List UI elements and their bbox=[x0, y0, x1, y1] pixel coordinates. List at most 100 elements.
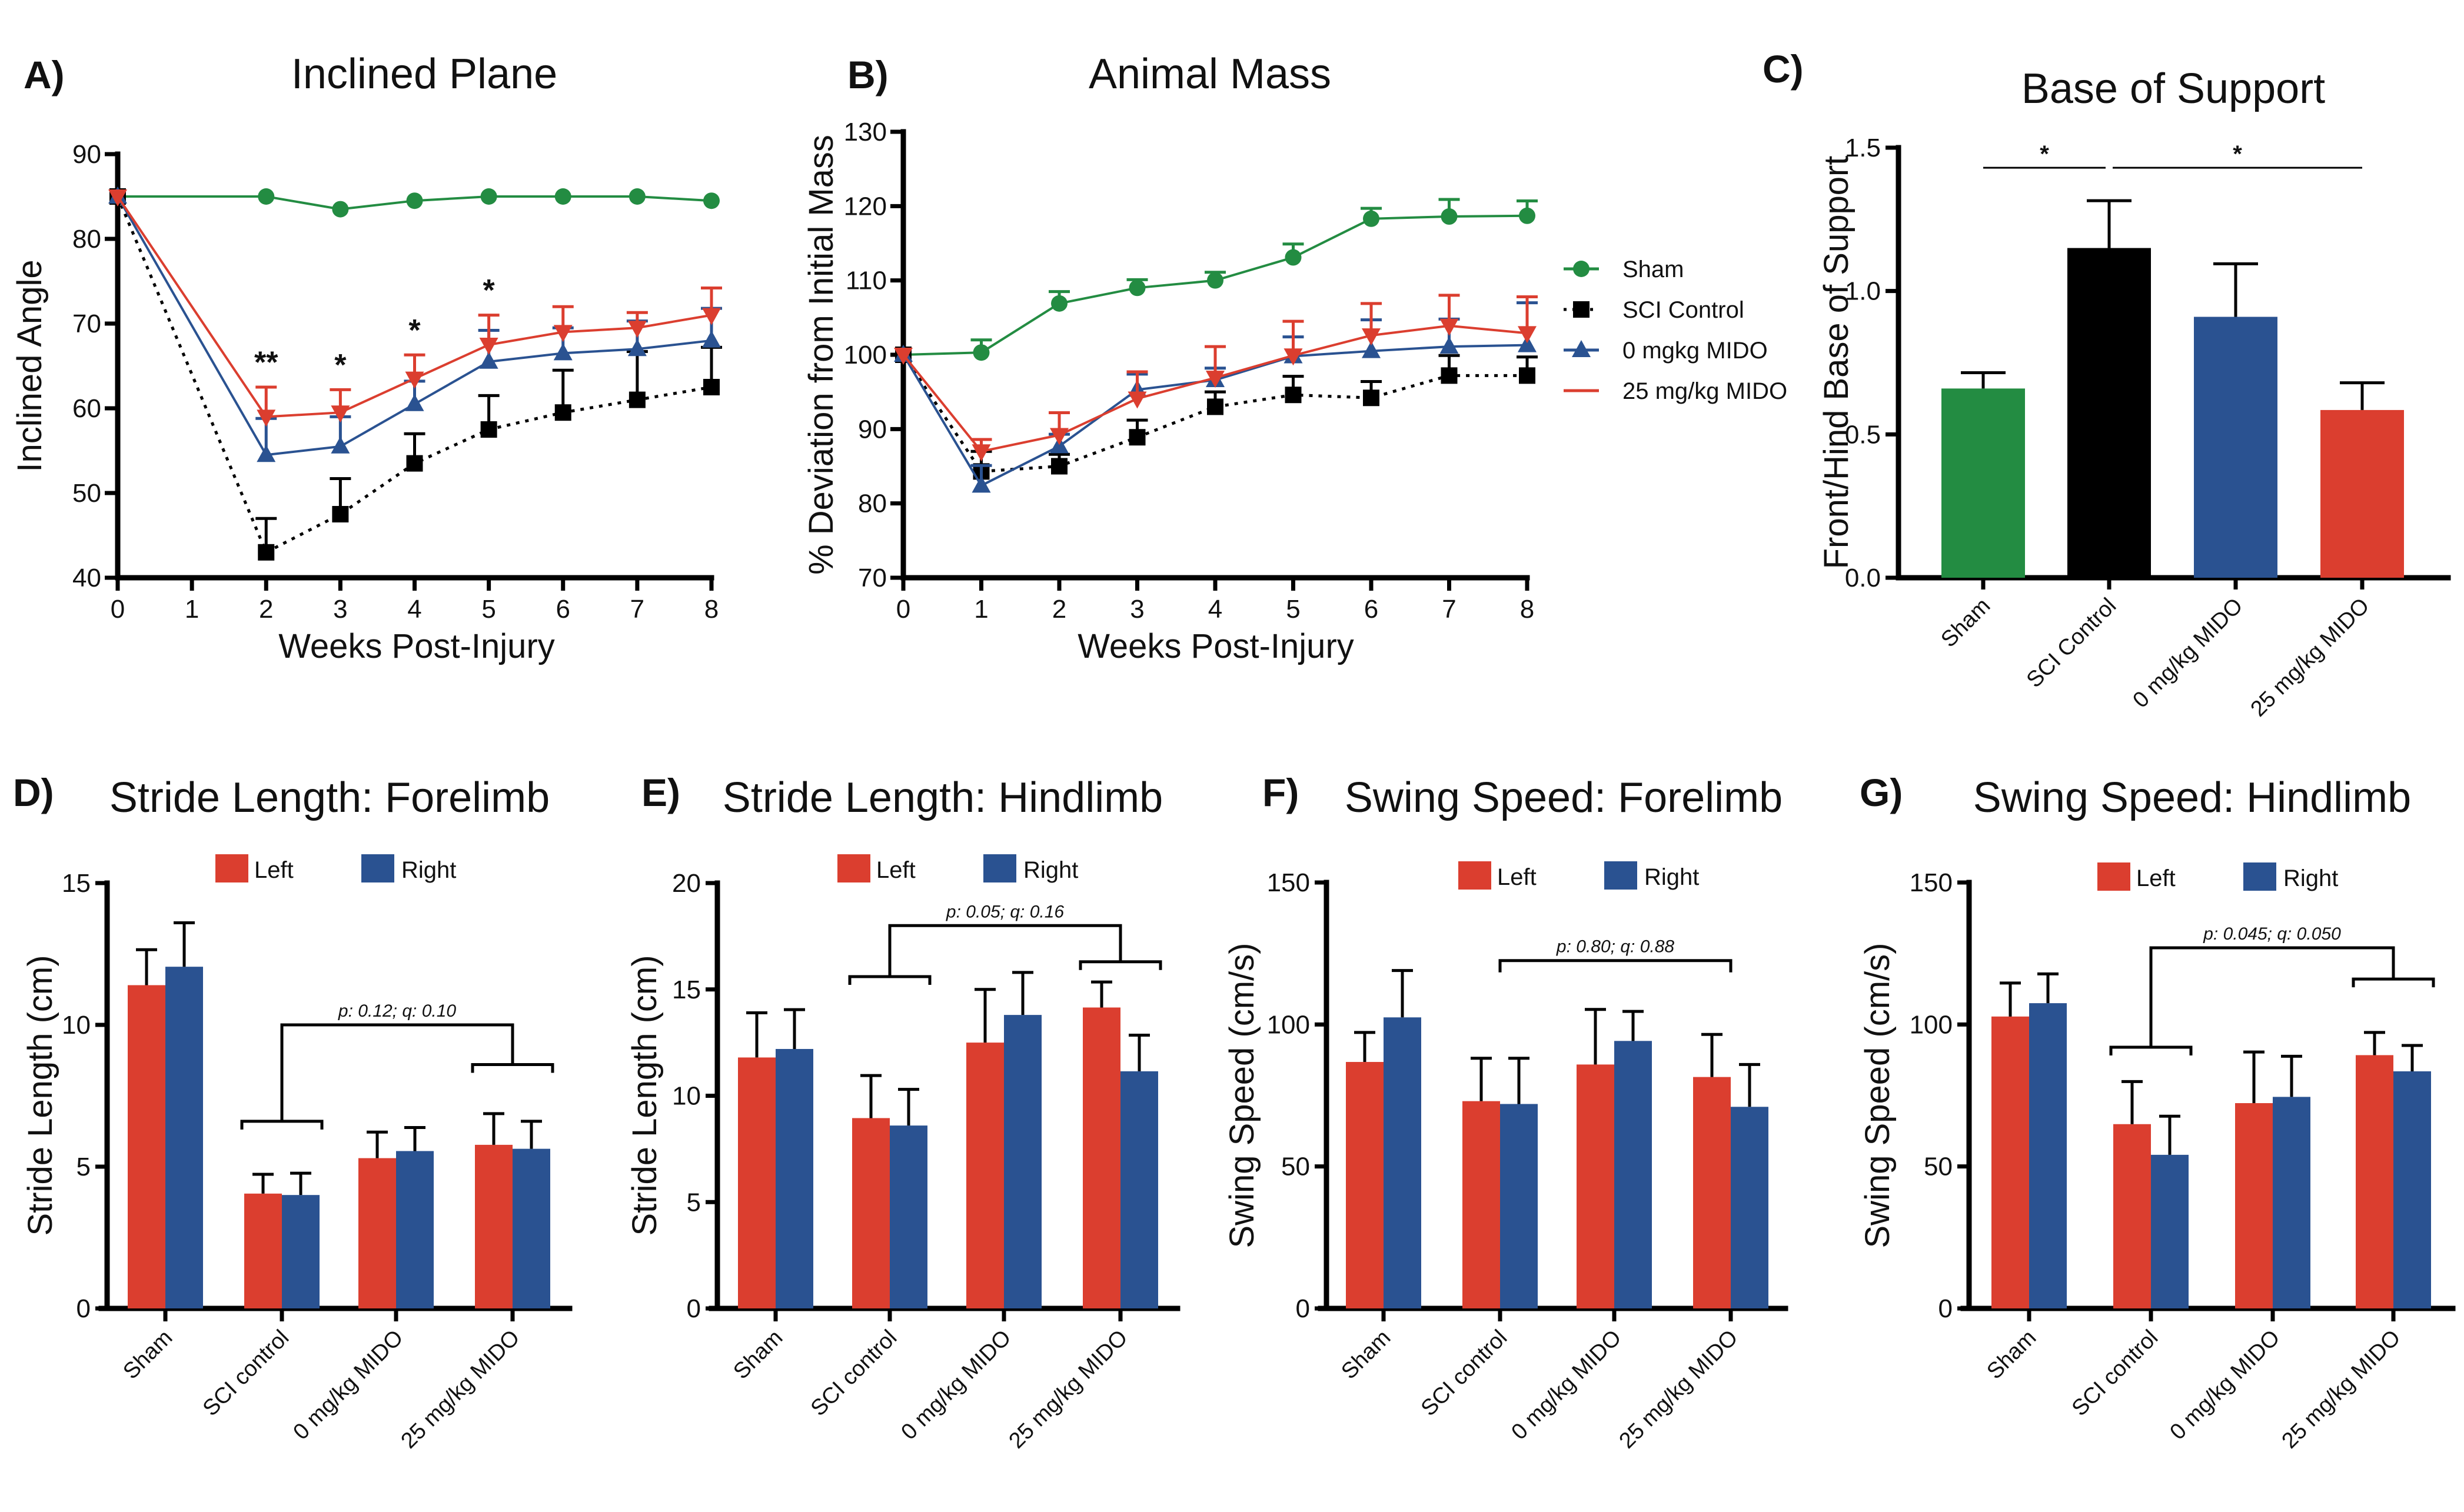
panel-title: Inclined Plane bbox=[291, 51, 557, 98]
bar-right bbox=[2273, 1097, 2310, 1308]
legend-marker bbox=[1573, 261, 1590, 277]
data-point bbox=[1441, 208, 1458, 225]
y-tick-label: 10 bbox=[672, 1082, 701, 1111]
data-point bbox=[1051, 458, 1068, 475]
data-point bbox=[480, 188, 497, 205]
data-point bbox=[1518, 326, 1537, 344]
panel-B: B) Animal Mass % Deviation from Initial Ma… bbox=[802, 51, 1787, 665]
bar-left bbox=[738, 1057, 776, 1308]
data-point bbox=[1206, 371, 1225, 388]
x-category-label: Sham bbox=[118, 1326, 177, 1384]
x-category-label: 0 mg/kg MIDO bbox=[896, 1326, 1016, 1445]
y-tick-label: 150 bbox=[1267, 868, 1310, 897]
legend-marker bbox=[1573, 301, 1590, 318]
y-tick-label: 130 bbox=[844, 118, 887, 146]
comparison-stats: p: 0.045; q: 0.050 bbox=[2203, 924, 2341, 944]
panel-title: Base of Support bbox=[2021, 65, 2325, 112]
x-tick-label: 0 bbox=[111, 595, 125, 624]
significance-marker: * bbox=[334, 348, 347, 382]
data-point bbox=[629, 391, 646, 408]
bar-left bbox=[2113, 1124, 2151, 1308]
bar-left bbox=[1462, 1101, 1500, 1308]
y-tick-label: 50 bbox=[72, 479, 101, 508]
panel-F: F) Swing Speed: Forelimb Swing Speed (cm/s… bbox=[1223, 771, 1788, 1454]
bar-left bbox=[128, 985, 165, 1308]
bar-left bbox=[1693, 1077, 1731, 1308]
data-point bbox=[1439, 318, 1459, 336]
bar-right bbox=[1731, 1107, 1768, 1308]
series-line bbox=[902, 354, 1527, 473]
y-axis-title: % Deviation from Initial Mass bbox=[802, 135, 840, 575]
bar-right bbox=[1384, 1017, 1421, 1308]
x-tick-label: 5 bbox=[1286, 595, 1300, 624]
comparison-stats: p: 0.05; q: 0.16 bbox=[946, 902, 1064, 921]
y-tick-label: 0.0 bbox=[1845, 564, 1881, 592]
data-point bbox=[894, 348, 913, 365]
legend-swatch-left bbox=[215, 854, 248, 882]
x-category-label: 25 mg/kg MIDO bbox=[1615, 1326, 1743, 1454]
x-tick-label: 8 bbox=[704, 595, 719, 624]
bar bbox=[2194, 317, 2277, 578]
data-point bbox=[1128, 391, 1147, 409]
legend-marker bbox=[1572, 340, 1591, 357]
x-category-label: 0 mg/kg MIDO bbox=[288, 1326, 408, 1445]
x-category-label: 0 mg/kg MIDO bbox=[1507, 1326, 1626, 1445]
x-category-label: Sham bbox=[1982, 1326, 2041, 1384]
significance-marker: ** bbox=[254, 346, 278, 380]
x-tick-label: 8 bbox=[1520, 595, 1534, 624]
data-point bbox=[1441, 367, 1458, 384]
data-point bbox=[480, 421, 497, 438]
data-point bbox=[1362, 328, 1381, 346]
comparison-sub-bracket bbox=[471, 1063, 554, 1073]
bar-left bbox=[1083, 1007, 1120, 1308]
data-point bbox=[1283, 348, 1303, 366]
y-tick-label: 90 bbox=[858, 415, 887, 444]
legend-swatch-right bbox=[983, 854, 1016, 882]
series-line bbox=[117, 196, 712, 457]
x-tick-label: 3 bbox=[1130, 595, 1144, 624]
x-tick-label: 3 bbox=[333, 595, 347, 624]
y-tick-label: 80 bbox=[72, 225, 101, 254]
series-line bbox=[117, 195, 712, 418]
data-point bbox=[703, 192, 720, 209]
bar-left bbox=[358, 1158, 396, 1308]
data-point bbox=[108, 189, 127, 207]
y-tick-label: 40 bbox=[72, 564, 101, 592]
legend-label-left: Left bbox=[2136, 865, 2176, 891]
legend-swatch-right bbox=[361, 854, 394, 882]
data-point bbox=[258, 544, 275, 561]
data-point bbox=[331, 436, 350, 454]
x-tick-label: 2 bbox=[259, 595, 273, 624]
data-point bbox=[1363, 210, 1379, 227]
y-axis-title: Stride Length (cm) bbox=[626, 955, 664, 1235]
comparison-sub-bracket bbox=[240, 1120, 324, 1130]
panel-title: Stride Length: Forelimb bbox=[109, 774, 550, 821]
data-point bbox=[257, 445, 276, 462]
data-point bbox=[479, 351, 498, 369]
panel-G: G) Swing Speed: Hindlimb Swing Speed (cm/s… bbox=[1858, 771, 2456, 1454]
data-point bbox=[627, 339, 647, 357]
data-point bbox=[406, 455, 423, 472]
legend-label-right: Right bbox=[2283, 865, 2338, 891]
x-category-label: SCI control bbox=[198, 1326, 294, 1421]
comparison-sub-bracket bbox=[2109, 1045, 2193, 1055]
panel-letter: B) bbox=[847, 53, 889, 96]
y-axis-title: Swing Speed (cm/s) bbox=[1858, 943, 1897, 1248]
significance-marker: * bbox=[2233, 141, 2242, 167]
series-mido25 bbox=[108, 189, 722, 427]
y-tick-label: 120 bbox=[844, 192, 887, 221]
data-point bbox=[629, 188, 646, 205]
data-point bbox=[1285, 387, 1302, 404]
data-point bbox=[1207, 272, 1223, 289]
y-tick-label: 110 bbox=[846, 267, 887, 295]
comparison-bracket bbox=[888, 924, 1122, 977]
x-category-label: SCI control bbox=[1416, 1326, 1512, 1421]
x-axis-title: Weeks Post-Injury bbox=[1078, 627, 1354, 665]
x-tick-label: 4 bbox=[1208, 595, 1222, 624]
data-point bbox=[332, 506, 349, 522]
bar-left bbox=[1346, 1062, 1384, 1308]
x-axis-title: Weeks Post-Injury bbox=[278, 627, 555, 665]
bar-left bbox=[2235, 1103, 2273, 1308]
series-sci bbox=[109, 188, 722, 561]
y-tick-label: 150 bbox=[1910, 868, 1953, 897]
